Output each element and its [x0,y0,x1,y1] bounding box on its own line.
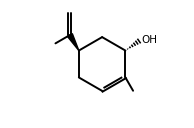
Polygon shape [68,34,79,51]
Text: OH: OH [141,35,157,45]
